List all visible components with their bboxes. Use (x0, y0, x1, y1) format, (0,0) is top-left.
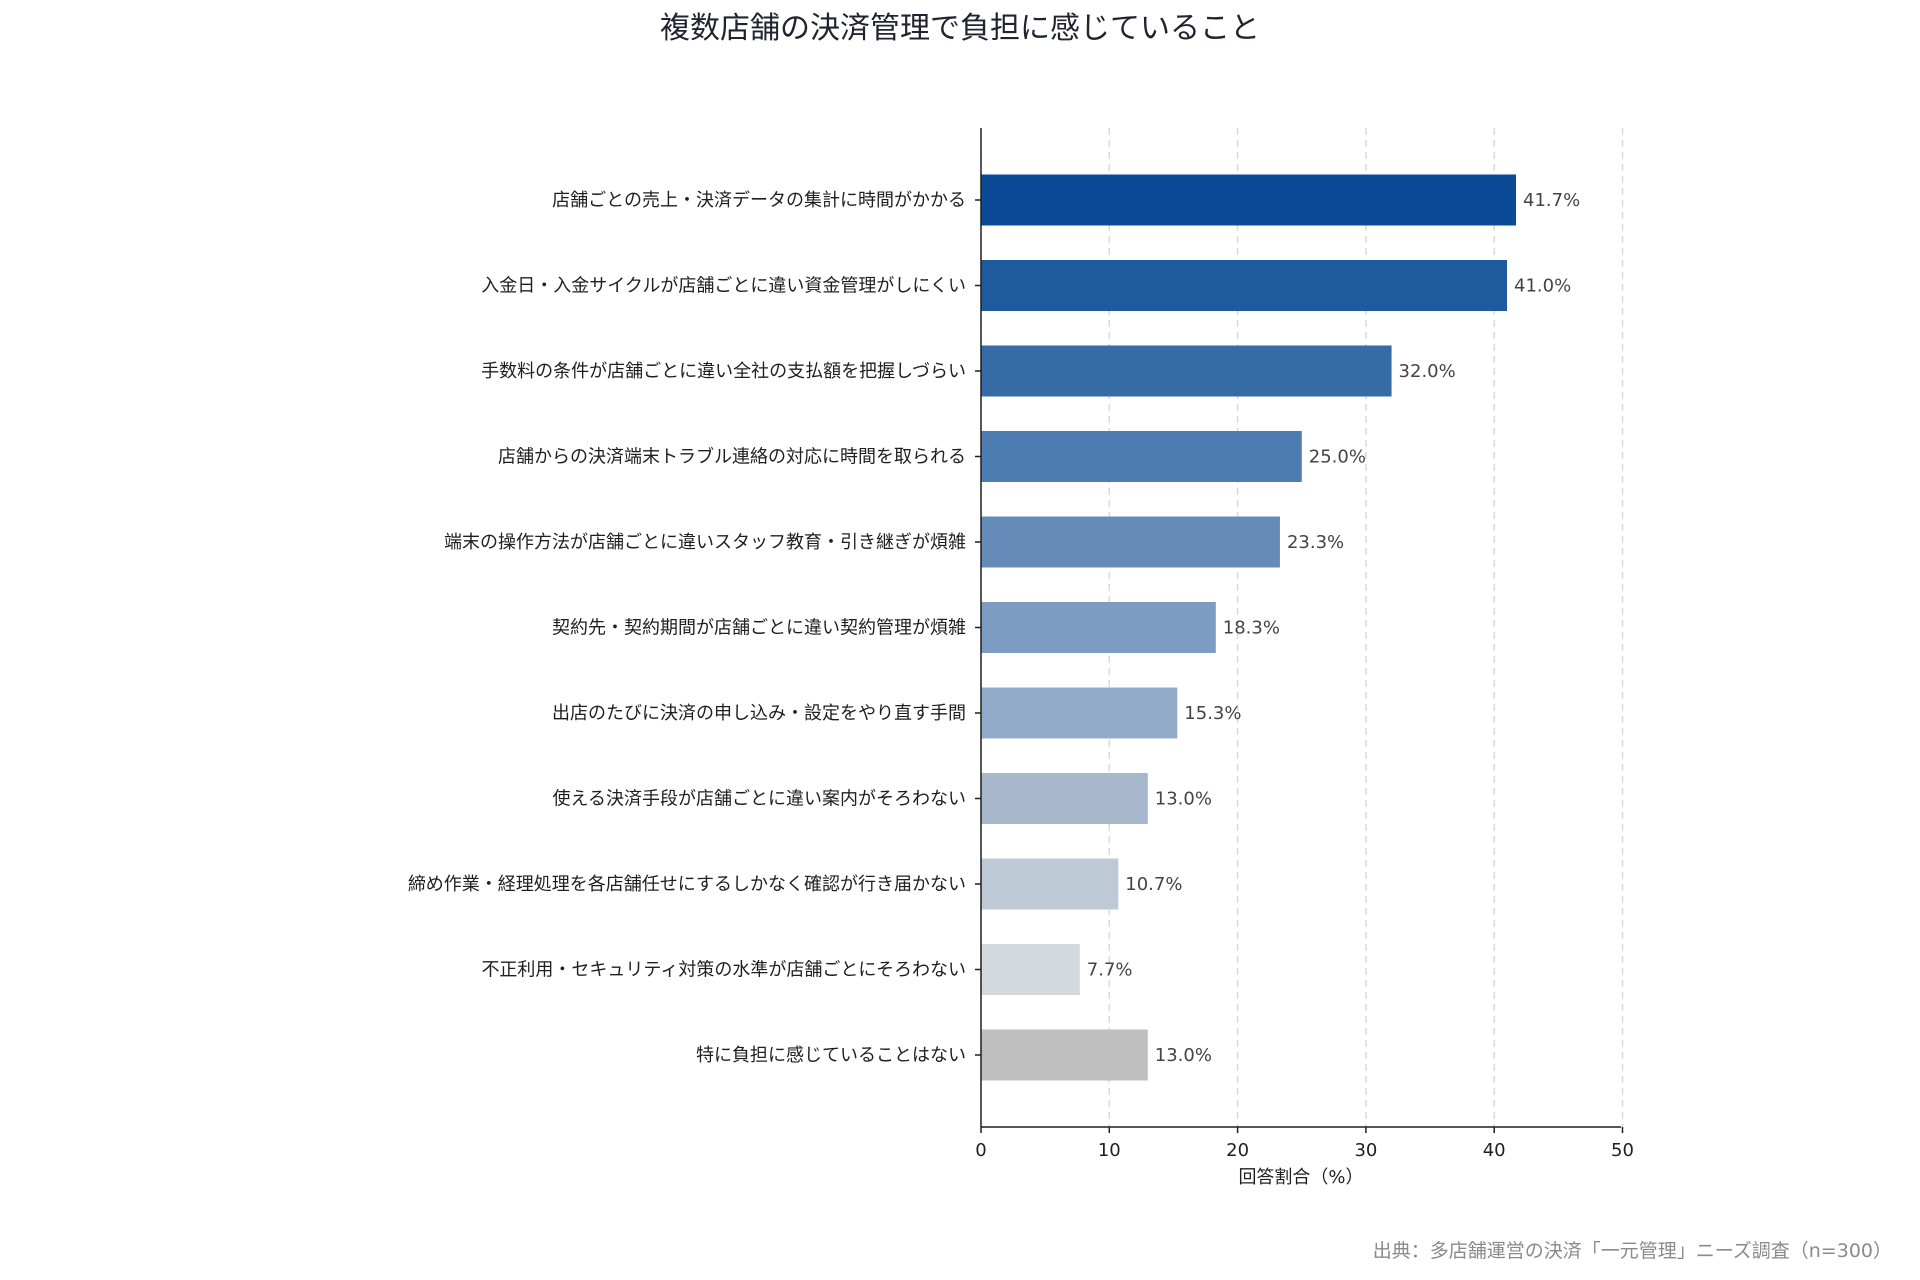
chart-title: 複数店舗の決済管理で負担に感じていること (660, 11, 1260, 46)
category-label-6: 出店のたびに決済の申し込み・設定をやり直す手間 (552, 703, 966, 724)
category-label-8: 締め作業・経理処理を各店舗任せにするしかなく確認が行き届かない (408, 874, 966, 895)
gridlines (1108, 128, 1624, 1127)
bar-7 (981, 773, 1148, 824)
category-label-2: 手数料の条件が店舗ごとに違い全社の支払額を把握しづらい (481, 361, 966, 382)
category-label-1: 入金日・入金サイクルが店舗ごとに違い資金管理がしにくい (481, 276, 966, 297)
x-tick-label-4: 40 (1483, 1140, 1506, 1161)
value-label-7: 13.0% (1155, 789, 1212, 810)
bar-0 (981, 174, 1517, 226)
category-label-3: 店舗からの決済端末トラブル連絡の対応に時間を取られる (498, 446, 966, 468)
x-tick-label-5: 50 (1611, 1140, 1634, 1161)
bar-1 (981, 260, 1508, 311)
source-note: 出典：多店舗運営の決済「一元管理」ニーズ調査（n=300） (1373, 1240, 1892, 1262)
value-label-2: 32.0% (1399, 361, 1456, 382)
value-label-9: 7.7% (1087, 960, 1133, 981)
value-label-4: 23.3% (1287, 532, 1344, 553)
category-label-10: 特に負担に感じていることはない (696, 1045, 966, 1066)
x-tick-label-0: 0 (975, 1140, 986, 1161)
bar-2 (981, 345, 1392, 397)
bar-10 (981, 1029, 1148, 1081)
x-tick-label-1: 10 (1098, 1140, 1121, 1161)
x-tick-label-2: 20 (1226, 1140, 1249, 1161)
x-tick-label-3: 30 (1354, 1140, 1377, 1161)
bar-4 (981, 516, 1280, 568)
category-label-9: 不正利用・セキュリティ対策の水準が店舗ごとにそろわない (481, 960, 966, 981)
value-label-8: 10.7% (1125, 874, 1182, 895)
value-label-1: 41.0% (1514, 276, 1571, 297)
bar-3 (981, 431, 1302, 482)
bar-9 (981, 944, 1080, 995)
category-label-7: 使える決済手段が店舗ごとに違い案内がそろわない (553, 789, 966, 810)
axes: 0 10 20 30 40 50 (975, 128, 1634, 1161)
x-axis-title: 回答割合（%） (1238, 1167, 1363, 1188)
bar-8 (981, 858, 1119, 910)
value-label-5: 18.3% (1223, 618, 1280, 639)
category-label-4: 端末の操作方法が店舗ごとに違いスタッフ教育・引き継ぎが煩雑 (444, 532, 966, 553)
bar-6 (981, 687, 1178, 739)
value-label-3: 25.0% (1309, 447, 1366, 468)
bars: 41.7% 店舗ごとの売上・決済データの集計に時間がかかる 41.0% 入金日・入金サ… (408, 174, 1580, 1081)
bar-5 (981, 602, 1216, 653)
category-label-5: 契約先・契約期間が店舗ごとに違い契約管理が煩雑 (552, 618, 966, 639)
category-label-0: 店舗ごとの売上・決済データの集計に時間がかかる (552, 190, 966, 211)
value-label-10: 13.0% (1155, 1045, 1212, 1066)
value-label-0: 41.7% (1523, 190, 1580, 211)
value-label-6: 15.3% (1184, 703, 1241, 724)
